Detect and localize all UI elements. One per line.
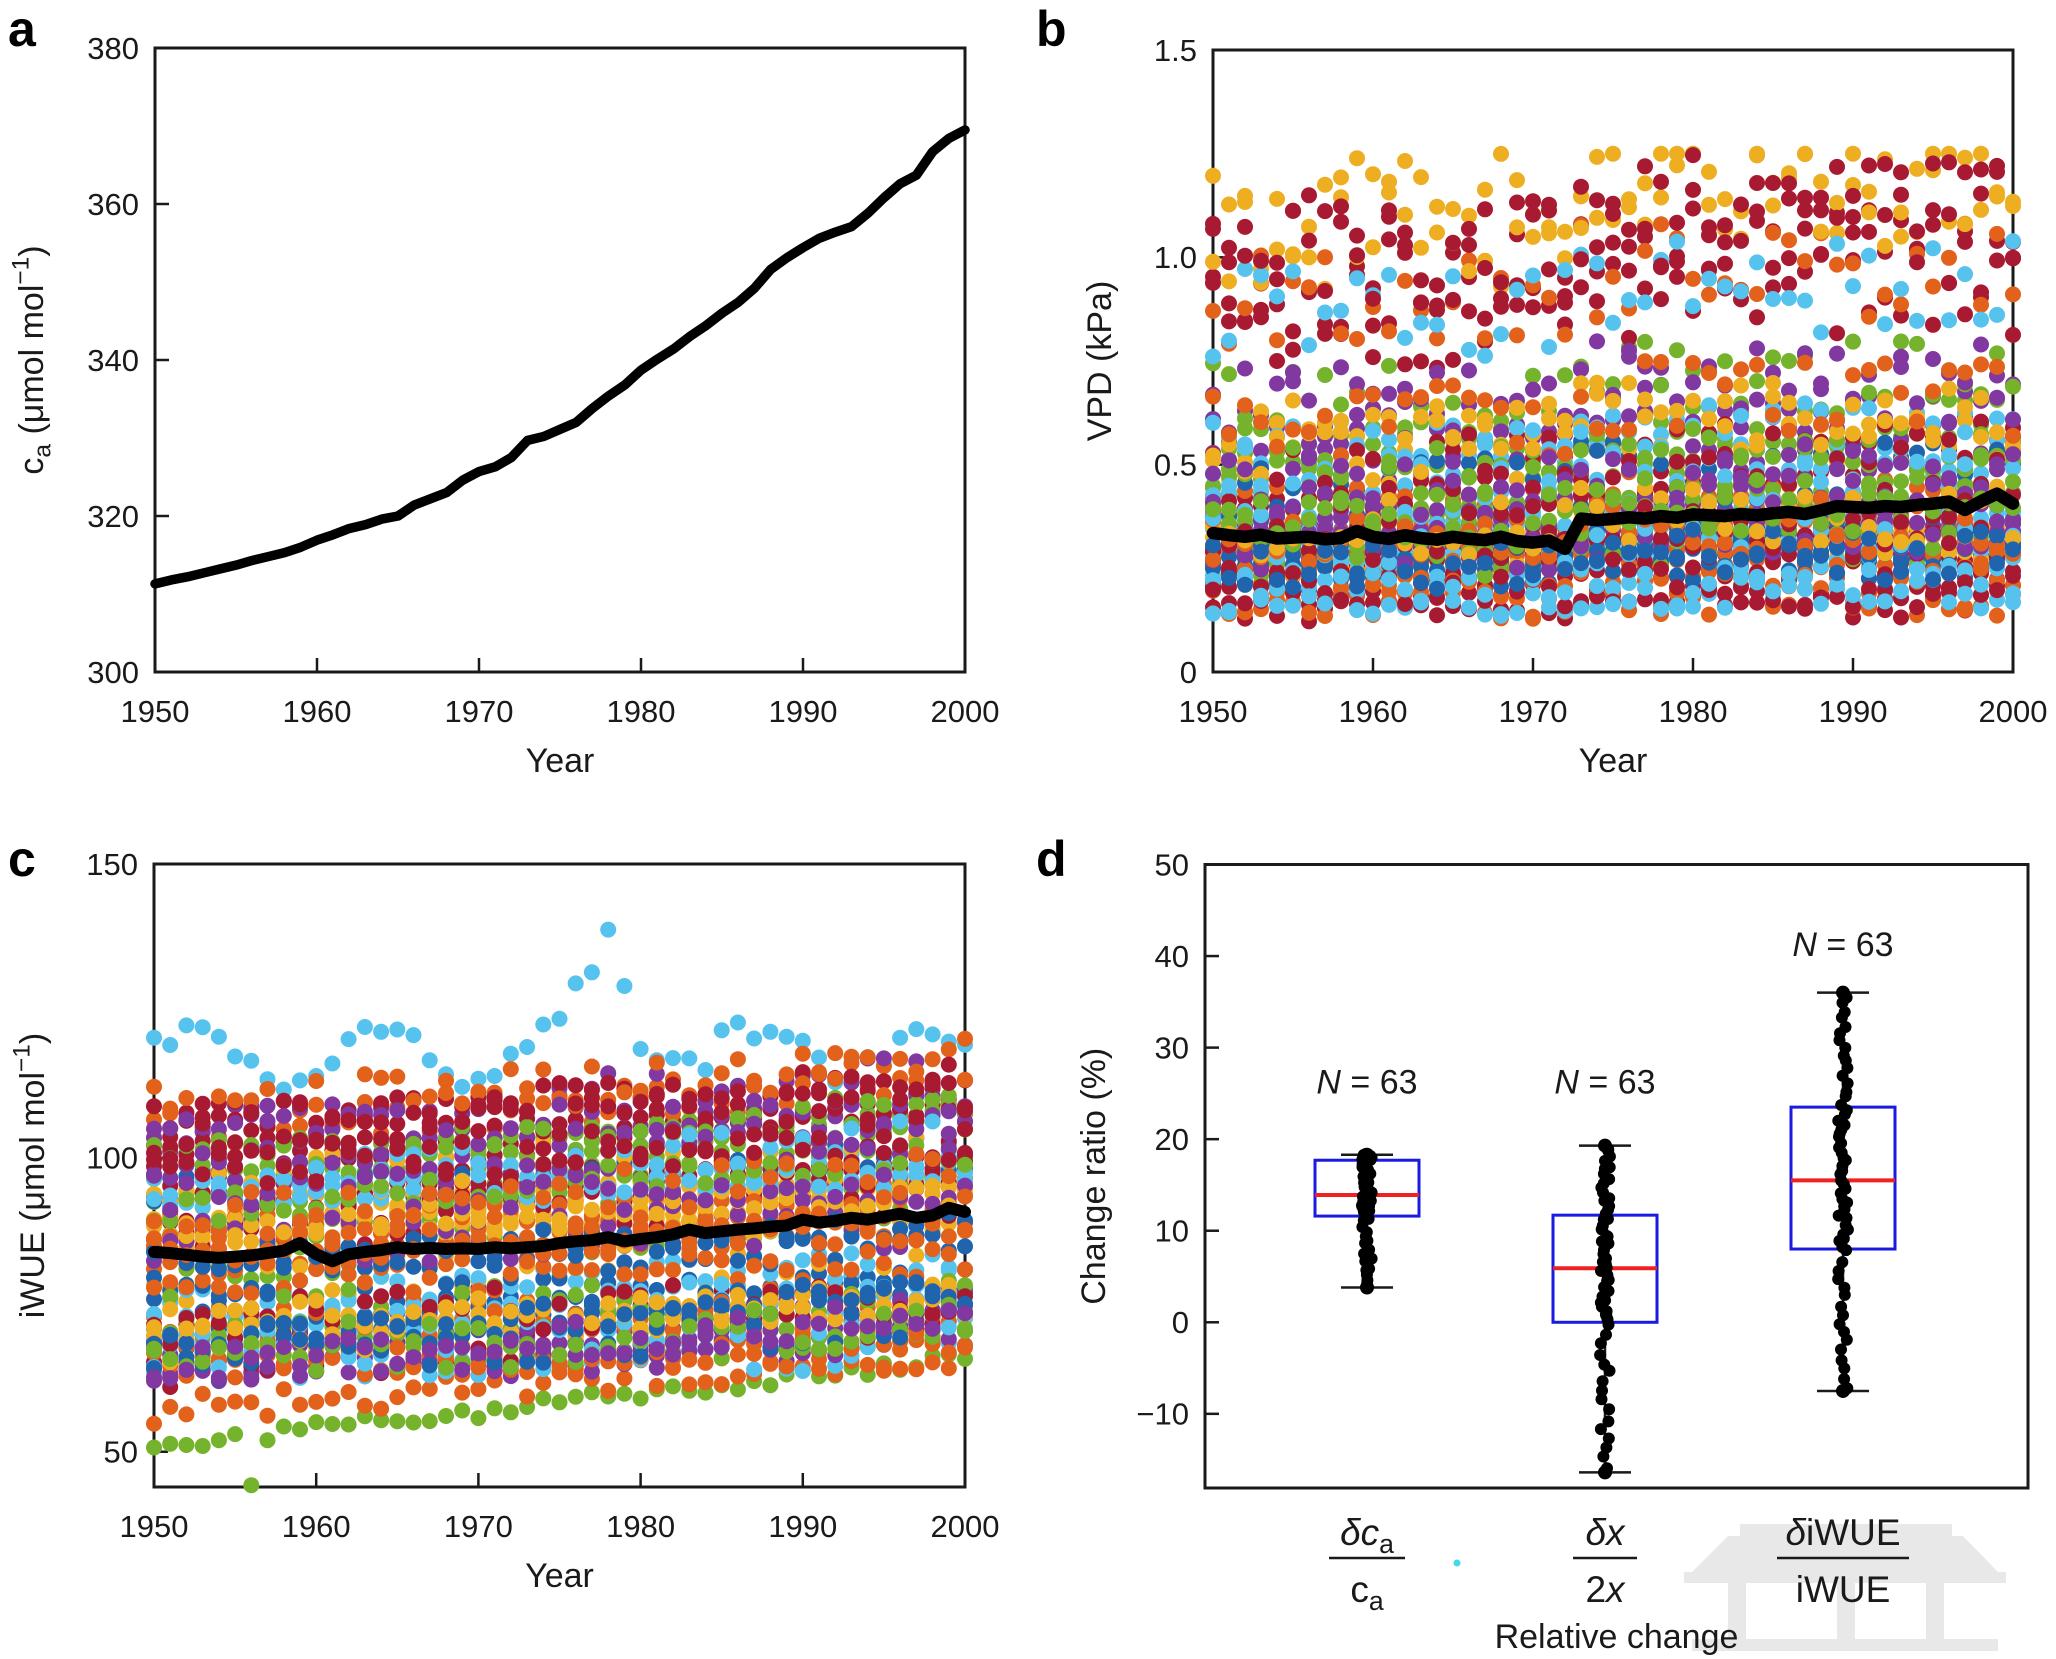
svg-text:2000: 2000 (931, 1509, 1000, 1544)
svg-text:1990: 1990 (1819, 694, 1888, 729)
svg-text:300: 300 (87, 655, 139, 690)
fraction-denominator: 2x (1585, 1569, 1626, 1610)
watermark-icon (1684, 1524, 2006, 1651)
svg-text:1950: 1950 (120, 1509, 189, 1544)
fraction-numerator: δiWUE (1785, 1512, 1900, 1553)
fraction-denominator: iWUE (1796, 1569, 1891, 1610)
y-axis-title: Change ratio (%) (1075, 1048, 1113, 1305)
svg-text:1.0: 1.0 (1154, 240, 1197, 275)
y-axis-title: iWUE (μmol mol−1) (9, 1033, 52, 1319)
panel-b-letter: b (1036, 1, 1067, 57)
box-group-delta-x-over-2x: N = 63 δx 2x (1551, 1063, 1659, 1610)
svg-text:1980: 1980 (606, 1509, 675, 1544)
co2-line (150, 125, 970, 589)
panel-b-chart: 1950 1960 1970 1980 1990 2000 0 0.5 1.0 1.5 Year VP… (1081, 33, 2047, 780)
mean-line (1206, 487, 2020, 556)
svg-text:1990: 1990 (769, 694, 838, 729)
x-axis-title: Year (525, 1557, 594, 1595)
x-axis-title: Year (526, 742, 595, 780)
svg-text:1960: 1960 (1339, 694, 1408, 729)
axes: 1950 1960 1970 1980 1990 2000 300 320 340 360 380 Y… (8, 31, 1000, 780)
mean-line (148, 1201, 971, 1268)
panel-a-letter: a (8, 1, 36, 57)
svg-text:0.5: 0.5 (1154, 448, 1197, 483)
svg-text:1950: 1950 (1179, 694, 1248, 729)
svg-text:100: 100 (86, 1141, 138, 1176)
svg-text:360: 360 (87, 187, 139, 222)
svg-text:2000: 2000 (931, 694, 1000, 729)
svg-text:340: 340 (87, 343, 139, 378)
panel-a-chart: 1950 1960 1970 1980 1990 2000 300 320 340 360 380 Y… (8, 31, 1000, 780)
box-points (1356, 1147, 1378, 1295)
speck-artifact (1453, 1559, 1461, 1567)
fraction-numerator: δx (1585, 1512, 1626, 1553)
svg-text:1980: 1980 (607, 694, 676, 729)
svg-text:1970: 1970 (444, 1509, 513, 1544)
svg-text:1990: 1990 (768, 1509, 837, 1544)
axes: 1950 1960 1970 1980 1990 2000 0 0.5 1.0 1.5 Year VP… (1081, 33, 2047, 780)
panel-d: d −10 0 10 20 30 40 50 Change ratio (%) N = 63 δc… (1028, 830, 2056, 1659)
svg-text:150: 150 (86, 847, 138, 882)
svg-text:1980: 1980 (1659, 694, 1728, 729)
svg-text:320: 320 (87, 499, 139, 534)
x-axis-title: Year (1579, 742, 1648, 780)
y-axis-title: VPD (kPa) (1081, 281, 1119, 442)
svg-text:1960: 1960 (283, 694, 352, 729)
box-points (1832, 985, 1854, 1398)
svg-text:1960: 1960 (282, 1509, 351, 1544)
n-annotation: N = 63 (1316, 1063, 1417, 1101)
fraction-denominator: ca (1350, 1569, 1384, 1616)
svg-text:2000: 2000 (1979, 694, 2048, 729)
scatter-points (1205, 145, 2021, 630)
svg-text:380: 380 (87, 31, 139, 66)
box-points (1594, 1138, 1616, 1480)
panel-d-letter: d (1036, 831, 1067, 887)
panel-a: a 1950 1960 1970 1980 1990 2000 300 320 340 360 38… (0, 0, 1028, 830)
panel-c-chart: 1950 1960 1970 1980 1990 2000 50 100 150 Year iWUE… (9, 847, 1000, 1595)
box-group-delta-ca-over-ca: N = 63 δca ca (1313, 1063, 1421, 1616)
scatter-points (146, 921, 973, 1494)
svg-text:1970: 1970 (1499, 694, 1568, 729)
n-annotation: N = 63 (1792, 926, 1893, 964)
n-annotation: N = 63 (1554, 1063, 1655, 1101)
svg-text:0: 0 (1180, 655, 1197, 690)
svg-text:1970: 1970 (445, 694, 514, 729)
fraction-numerator: δca (1340, 1512, 1394, 1559)
x-axis-title: Relative change (1495, 1618, 1739, 1656)
box-group-delta-iwue-over-iwue: N = 63 δiWUE iWUE (1777, 926, 1909, 1610)
panel-c: c 1950 1960 1970 1980 1990 2000 50 100 150 Year iW… (0, 830, 1028, 1659)
svg-text:50: 50 (104, 1435, 138, 1470)
svg-text:1.5: 1.5 (1154, 33, 1197, 68)
y-axis-title: ca (μmol mol−1) (8, 245, 57, 474)
panel-c-letter: c (8, 831, 36, 887)
panel-b: b 1950 1960 1970 1980 1990 2000 0 0.5 1.0 1.5 Year… (1028, 0, 2056, 830)
svg-text:1950: 1950 (121, 694, 190, 729)
